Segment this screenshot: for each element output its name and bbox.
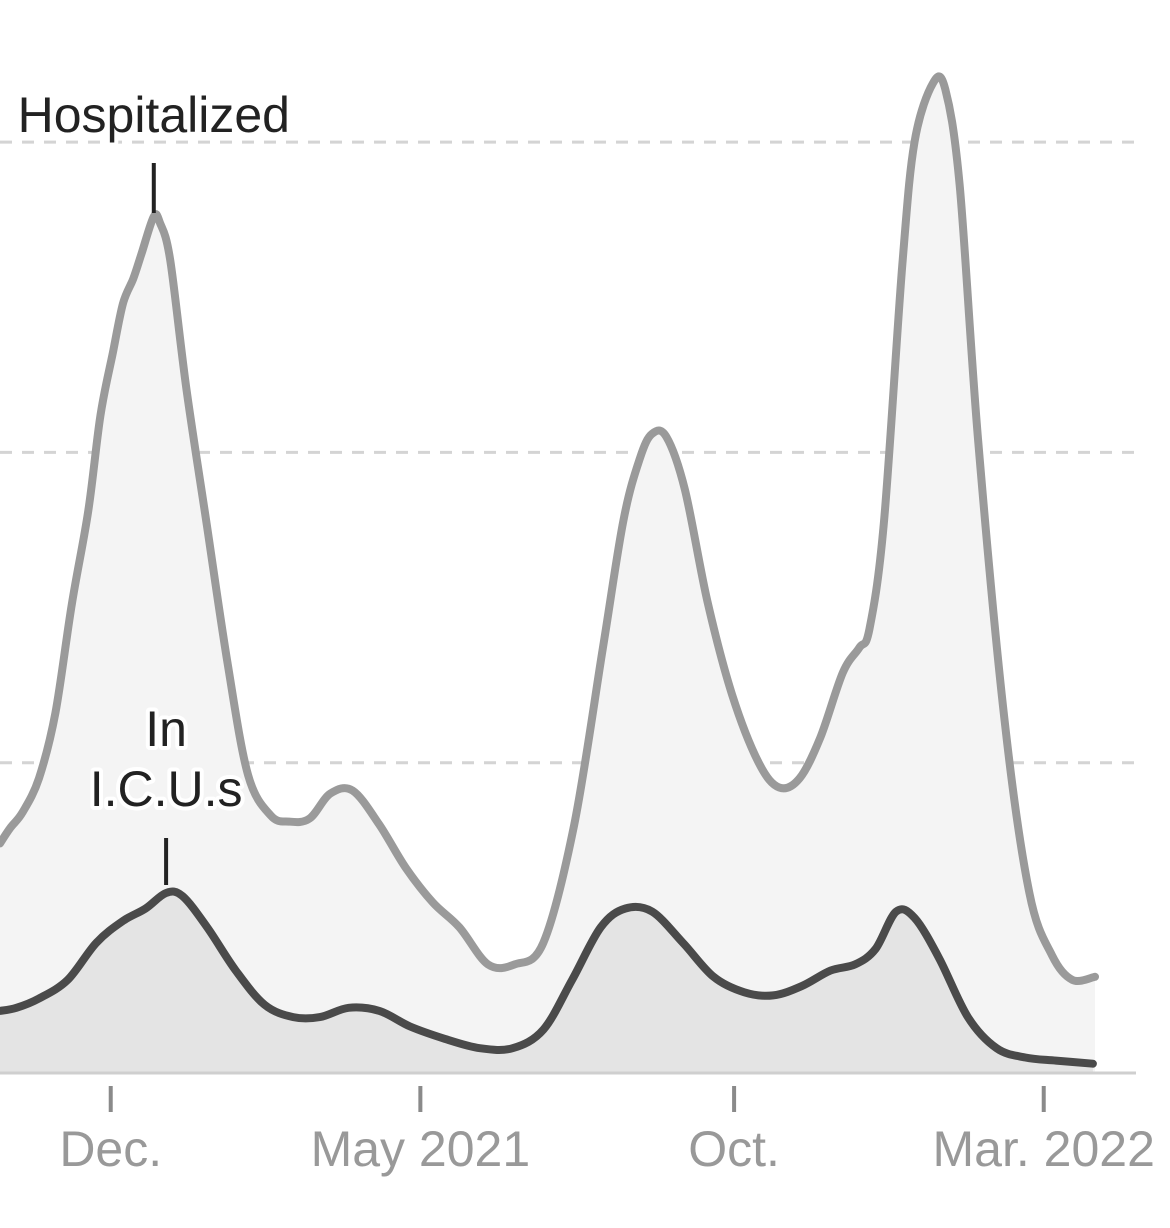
series-lines xyxy=(0,72,1099,1068)
series-annotations: Hospitalized InI.C.U.s xyxy=(14,83,294,885)
x-tick-label: May 2021 xyxy=(311,1121,531,1177)
series-areas xyxy=(0,76,1095,1074)
hospitalized-label: Hospitalized xyxy=(18,87,290,143)
x-tick-label: Oct. xyxy=(688,1121,780,1177)
x-tick-label: Dec. xyxy=(59,1121,162,1177)
series-line-icu xyxy=(0,887,1097,1068)
icu-label-line: In xyxy=(145,701,187,757)
x-axis: Dec. May 2021 Oct. Mar. 2022 xyxy=(0,1071,1155,1177)
icu-label-line: I.C.U.s xyxy=(90,761,243,817)
series-area-hosp xyxy=(0,76,1095,1074)
x-tick-label: Mar. 2022 xyxy=(933,1121,1155,1177)
series-area-icu xyxy=(0,891,1093,1073)
series-line-hosp xyxy=(0,72,1099,985)
